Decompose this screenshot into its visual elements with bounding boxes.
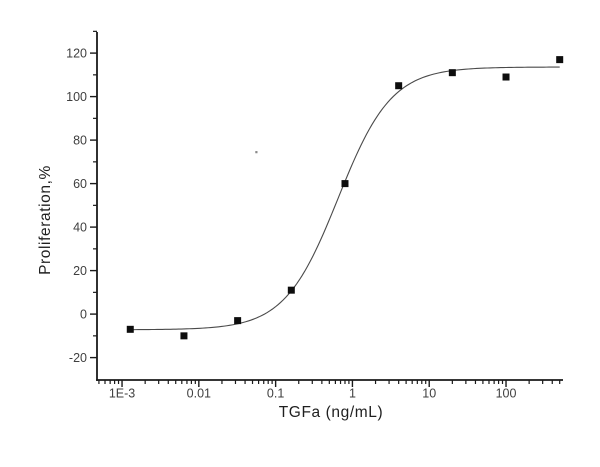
y-tick-label: 0: [80, 308, 87, 322]
data-point-marker: [341, 180, 349, 188]
data-point-marker: [126, 325, 134, 333]
data-point-marker: [180, 332, 188, 340]
data-point-marker: [556, 56, 564, 64]
x-axis-ticks: 1E-3 0.01 0.1 1 10 100: [98, 380, 561, 401]
x-tick-label: 1E-3: [109, 387, 135, 401]
x-tick-label: 0.1: [267, 387, 284, 401]
y-tick-label: -20: [69, 351, 87, 365]
data-point-marker: [395, 82, 403, 90]
axes: [96, 32, 563, 381]
x-tick-label: 100: [496, 387, 517, 401]
data-point-marker: [502, 73, 510, 81]
data-point-marker: [287, 286, 295, 294]
x-axis-title: TGFa (ng/mL): [278, 404, 384, 421]
x-tick-label: 1: [349, 387, 356, 401]
data-point-marker: [448, 69, 456, 77]
x-tick-label: 0.01: [187, 387, 211, 401]
y-tick-label: 20: [73, 264, 87, 278]
data-point-marker: [234, 317, 242, 325]
x-tick-label: 10: [422, 387, 436, 401]
fit-curve: [130, 66, 560, 331]
y-tick-label: 60: [73, 177, 87, 191]
y-tick-label: 40: [73, 221, 87, 235]
stray-dot: [255, 151, 258, 154]
data-points: [126, 56, 564, 340]
y-axis-title: Proliferation,%: [37, 165, 54, 275]
y-tick-label: 100: [66, 90, 87, 104]
y-axis-ticks: -20 0 20 40 60 80 100 120: [66, 30, 97, 365]
y-tick-label: 80: [73, 134, 87, 148]
y-tick-label: 120: [66, 47, 87, 61]
